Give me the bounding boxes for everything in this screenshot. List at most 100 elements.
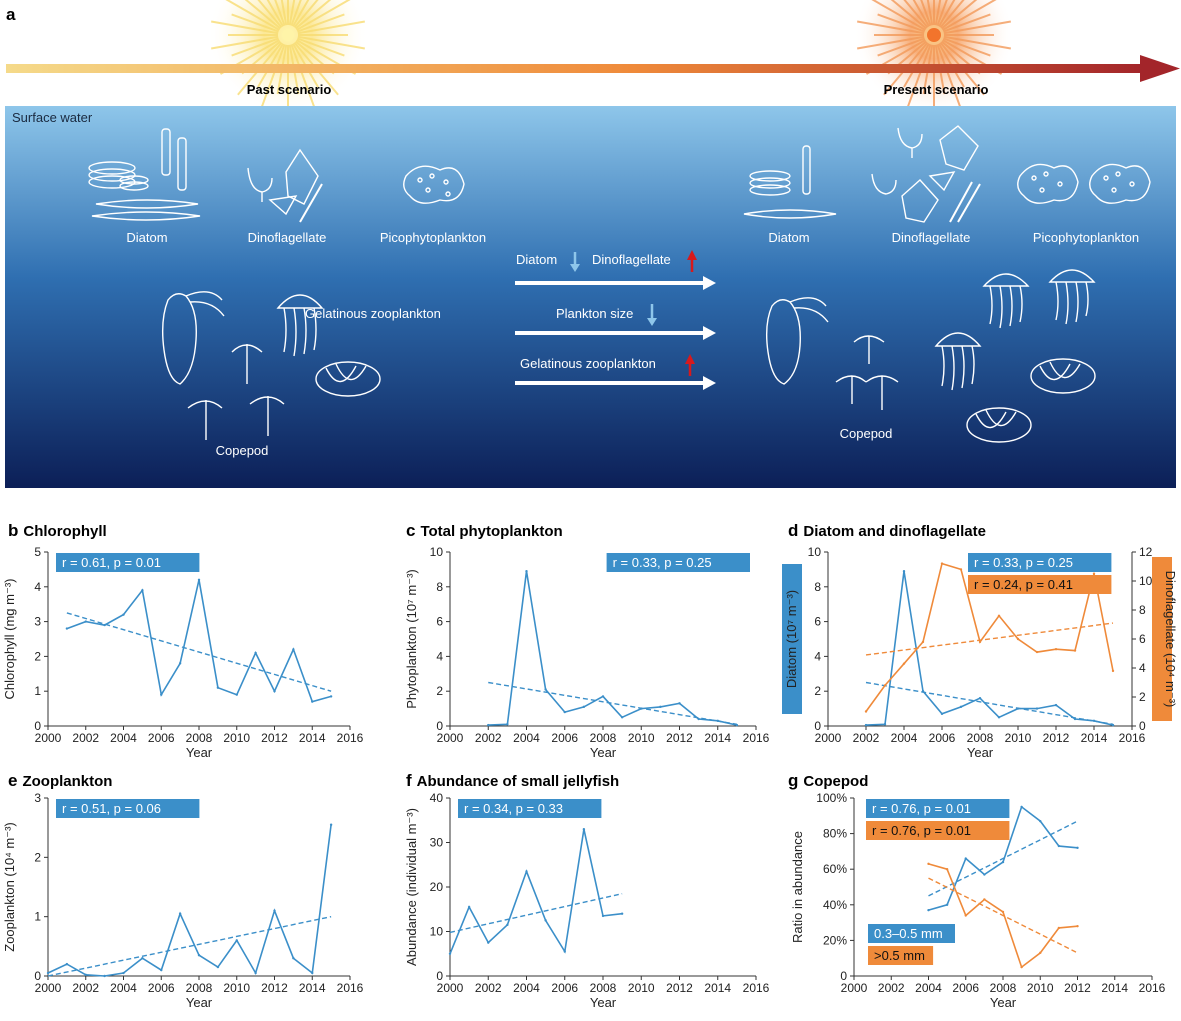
y-tick-label: 8 xyxy=(814,580,821,594)
trend-line xyxy=(488,681,737,725)
panel-letter: f xyxy=(406,771,412,790)
y-axis-label: Zooplankton (10⁴ m⁻³) xyxy=(2,822,17,952)
y-tick-label: 0 xyxy=(840,969,847,983)
y-tick-label: 0 xyxy=(814,719,821,733)
chart-title: e Zooplankton xyxy=(8,771,112,790)
data-point xyxy=(959,705,963,709)
series-line xyxy=(449,829,623,955)
stat-text: r = 0.34, p = 0.33 xyxy=(464,801,563,816)
x-tick-label: 2002 xyxy=(72,981,99,995)
x-tick-label: 2008 xyxy=(990,981,1017,995)
x-tick-label: 2010 xyxy=(223,981,250,995)
stat-box xyxy=(56,799,200,818)
data-point xyxy=(525,870,528,873)
x-tick-label: 2016 xyxy=(1119,731,1146,745)
sun-ray xyxy=(871,0,926,31)
y-axis-label-box xyxy=(782,564,802,714)
x-tick-label: 2012 xyxy=(261,731,288,745)
y-tick-label: 8 xyxy=(436,580,443,594)
x-tick-label: 2006 xyxy=(929,731,956,745)
x-tick-label: 2012 xyxy=(666,731,693,745)
present-diatom-icon xyxy=(743,145,837,219)
x-tick-label: 2014 xyxy=(299,981,326,995)
data-point xyxy=(235,939,238,942)
y-tick-label: 0 xyxy=(34,719,41,733)
x-tick-label: 2004 xyxy=(513,981,540,995)
y-tick-label: 10 xyxy=(430,925,444,939)
data-point xyxy=(506,923,509,927)
y-tick-label: 0 xyxy=(436,719,443,733)
y-tick-label: 1 xyxy=(34,684,41,698)
stat-box xyxy=(56,553,200,572)
past-gelatinous-label: Gelatinous zooplankton xyxy=(305,306,441,321)
chart-title-text: Copepod xyxy=(803,773,868,790)
sun-ray xyxy=(260,44,286,109)
series-diatom xyxy=(864,569,1115,727)
dinoflagellate-up-arrow-icon xyxy=(687,250,697,272)
sun-ray xyxy=(231,13,279,33)
panel-letter: c xyxy=(406,521,415,540)
x-tick-label: 2002 xyxy=(72,731,99,745)
data-point xyxy=(65,627,69,630)
series-chlorophyll xyxy=(65,578,333,703)
y-right-tick-label: 12 xyxy=(1139,545,1153,559)
y-tick-label: 10 xyxy=(430,545,444,559)
diatom-down-arrow-icon xyxy=(570,252,580,272)
timeline-arrow xyxy=(6,55,1180,82)
x-tick-label: 2008 xyxy=(967,731,994,745)
x-tick-label: 2002 xyxy=(475,731,502,745)
x-tick-label: 2000 xyxy=(437,731,464,745)
stat-box xyxy=(866,799,1010,818)
series-line xyxy=(488,570,738,726)
chart-svg: g Copepod 2000 2002 2004 2006 2008 2010 2012 2014… xyxy=(788,771,1166,1010)
sun-ray xyxy=(231,37,279,57)
data-point xyxy=(467,905,471,909)
data-point xyxy=(487,723,490,727)
trend-line xyxy=(47,915,332,977)
y-tick-label: 1 xyxy=(34,910,41,924)
y-tick-label: 3 xyxy=(34,615,41,629)
chart-b-chlorophyll: b Chlorophyll 2000 2002 2004 2006 2008 2010 2012… xyxy=(0,516,380,766)
x-axis-label: Year xyxy=(967,745,994,760)
x-axis-label: Year xyxy=(590,745,617,760)
sun-ray xyxy=(906,44,932,109)
axes xyxy=(44,551,351,730)
change-arrow-size xyxy=(515,326,716,340)
sun-ray xyxy=(297,35,365,50)
sun-ray xyxy=(920,0,932,26)
data-point xyxy=(997,614,1001,617)
data-point xyxy=(1057,844,1061,848)
data-point xyxy=(160,968,163,972)
data-point xyxy=(1020,805,1023,809)
y-tick-label: 5 xyxy=(34,545,41,559)
data-point xyxy=(563,710,566,714)
y-tick-label: 4 xyxy=(814,649,821,663)
present-dinoflagellate-label: Dinoflagellate xyxy=(892,230,971,245)
y-tick-label: 40% xyxy=(823,898,847,912)
data-point xyxy=(582,705,586,709)
sun-ray xyxy=(942,0,997,31)
x-tick-label: 2010 xyxy=(1005,731,1032,745)
data-point xyxy=(978,696,982,700)
series-zooplankton xyxy=(46,823,333,978)
y-tick-label: 30 xyxy=(430,836,444,850)
sun-ray xyxy=(857,35,925,50)
x-tick-label: 2010 xyxy=(628,731,655,745)
y-tick-label: 2 xyxy=(436,684,443,698)
data-point xyxy=(311,700,314,703)
past-picophytoplankton-label: Picophytoplankton xyxy=(380,230,486,245)
trend-line xyxy=(66,612,332,692)
stat-box xyxy=(458,799,602,818)
trend-line xyxy=(928,877,1078,954)
size-down-arrow-icon xyxy=(647,304,657,326)
present-diatom-label: Diatom xyxy=(768,230,809,245)
data-point xyxy=(659,705,662,709)
past-gelatinous-label-text: Gelatinous zooplankton xyxy=(305,306,441,321)
sun-ray xyxy=(297,20,365,35)
x-tick-label: 2014 xyxy=(1081,731,1108,745)
past-jellyfish-icon xyxy=(276,294,324,357)
data-point xyxy=(940,712,944,716)
